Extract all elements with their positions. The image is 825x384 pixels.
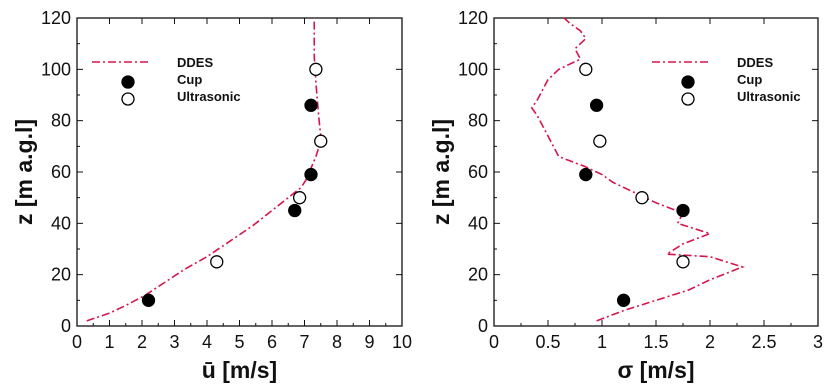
legend-label: Cup (177, 72, 202, 87)
x-axis-label: σ [m/s] (617, 357, 694, 383)
legend: DDES Cup Ultrasonic (652, 55, 801, 106)
legend-label: DDES (737, 55, 773, 70)
legend-ultrasonic-swatch (121, 92, 135, 106)
legend-cup-swatch (121, 75, 135, 89)
chart-std-velocity: 0 0.5 1 1.5 2 2.5 3 0 20 40 60 80 100 120 σ [m/s] z [m … (428, 8, 823, 383)
x-tick-label: 3 (813, 332, 823, 352)
ultrasonic-point (292, 191, 307, 205)
legend-label: DDES (177, 55, 213, 70)
ultrasonic-point (579, 62, 593, 76)
cup-point (141, 293, 156, 307)
ultrasonic-point (635, 191, 649, 205)
ddes-line (86, 18, 322, 322)
ultrasonic-point (593, 134, 607, 148)
y-axis-label: z [m a.g.l] (11, 119, 37, 225)
ultrasonic-point (314, 134, 328, 148)
x-tick-label: 4 (202, 332, 212, 352)
ddes-line (530, 17, 745, 322)
cup-point (676, 203, 690, 218)
cup-point (304, 167, 318, 182)
y-tick-label: 0 (61, 316, 71, 336)
legend: DDES Cup Ultrasonic (92, 55, 241, 106)
y-tick-label: 100 (41, 59, 71, 79)
x-tick-label: 0 (72, 332, 82, 352)
y-tick-label: 20 (468, 265, 488, 285)
x-tick-label: 0 (489, 332, 499, 352)
y-tick-label: 0 (478, 316, 488, 336)
x-tick-label: 3 (169, 332, 179, 352)
y-tick-label: 100 (458, 59, 488, 79)
x-tick-label: 1 (597, 332, 607, 352)
y-tick-label: 120 (41, 8, 71, 28)
y-tick-label: 20 (51, 265, 71, 285)
ultrasonic-point (676, 255, 690, 269)
x-tick-label: 1 (104, 332, 114, 352)
x-tick-label: 2 (705, 332, 715, 352)
plot-frame (76, 17, 403, 327)
y-tick-label: 40 (468, 213, 488, 233)
legend-label: Cup (737, 72, 762, 87)
x-tick-label: 10 (392, 332, 412, 352)
legend-cup-swatch (681, 75, 695, 89)
x-tick-label: 2 (137, 332, 147, 352)
y-tick-label: 120 (458, 8, 488, 28)
x-tick-label: 8 (332, 332, 342, 352)
ultrasonic-point (309, 62, 323, 76)
cup-point (616, 293, 631, 307)
x-tick-label: 9 (364, 332, 374, 352)
x-tick-label: 7 (299, 332, 309, 352)
ultrasonic-point (210, 255, 224, 269)
x-tick-label: 6 (267, 332, 277, 352)
x-tick-label: 5 (234, 332, 244, 352)
y-tick-label: 40 (51, 213, 71, 233)
cup-point (589, 98, 604, 112)
cup-point (304, 98, 318, 112)
x-tick-label: 0.5 (535, 332, 560, 352)
cup-point (579, 167, 593, 182)
legend-ultrasonic-swatch (681, 92, 695, 106)
x-axis-label: ū [m/s] (202, 357, 277, 383)
y-tick-label: 60 (468, 162, 488, 182)
x-tick-label: 2.5 (751, 332, 776, 352)
legend-label: Ultrasonic (737, 89, 801, 104)
y-tick-label: 80 (468, 111, 488, 131)
cup-point (288, 203, 302, 218)
y-tick-label: 80 (51, 111, 71, 131)
legend-label: Ultrasonic (177, 89, 241, 104)
y-axis-label: z [m a.g.l] (428, 119, 454, 225)
y-tick-label: 60 (51, 162, 71, 182)
x-tick-label: 1.5 (643, 332, 668, 352)
